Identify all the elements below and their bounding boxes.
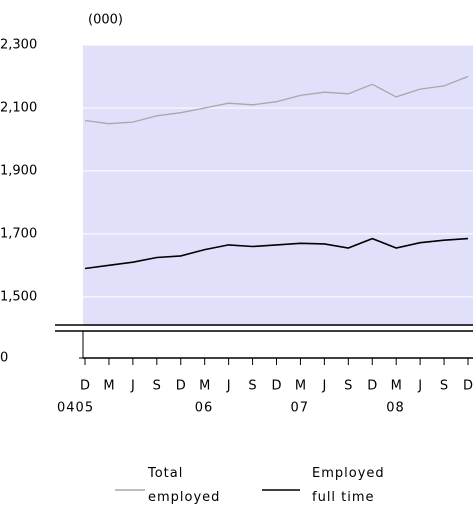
x-tick-label: D <box>463 379 473 394</box>
y-tick-label: 2,100 <box>0 100 37 115</box>
x-tick-label: M <box>199 379 210 394</box>
x-tick-label: S <box>153 379 161 394</box>
x-tick-label: S <box>248 379 256 394</box>
x-tick-label: D <box>176 379 186 394</box>
x-tick-label: S <box>440 379 448 394</box>
x-tick-label: J <box>130 379 135 394</box>
x-year-label: 08 <box>386 401 405 416</box>
x-tick-label: D <box>367 379 377 394</box>
x-tick-label: M <box>295 379 306 394</box>
series-line <box>84 237 469 270</box>
series-line <box>84 75 469 125</box>
x-tick-label: M <box>103 379 114 394</box>
unit-label: (000) <box>88 13 123 28</box>
legend-label: Employed full time <box>312 466 385 505</box>
y-tick-label: 0 <box>0 351 8 366</box>
plot-area <box>83 45 473 332</box>
x-tick-label: S <box>344 379 352 394</box>
x-tick-label: M <box>391 379 402 394</box>
x-year-label: 06 <box>195 401 214 416</box>
x-tick-label: J <box>417 379 422 394</box>
legend-label: Total employed <box>148 466 221 505</box>
y-tick-label: 2,300 <box>0 38 37 53</box>
break-gap <box>55 326 473 331</box>
x-tick-label: D <box>271 379 281 394</box>
x-tick-label: J <box>226 379 231 394</box>
y-tick-label: 1,500 <box>0 289 37 304</box>
x-year-label: 07 <box>290 401 309 416</box>
x-year-label: 0405 <box>57 401 94 416</box>
y-tick-label: 1,900 <box>0 163 37 178</box>
x-tick-label: J <box>321 379 326 394</box>
x-tick-label: D <box>80 379 90 394</box>
y-tick-label: 1,700 <box>0 226 37 241</box>
